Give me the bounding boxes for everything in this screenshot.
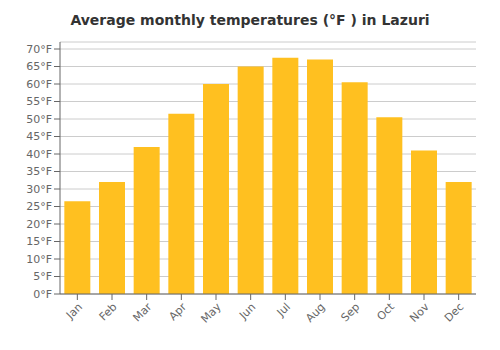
svg-text:25°F: 25°F xyxy=(26,200,52,213)
svg-text:Dec: Dec xyxy=(442,300,466,324)
svg-text:Jul: Jul xyxy=(274,300,293,319)
svg-text:15°F: 15°F xyxy=(26,235,52,248)
svg-text:20°F: 20°F xyxy=(26,218,52,231)
svg-text:Aug: Aug xyxy=(303,300,327,324)
html-text:Average monthly temperatures (: Average monthly temperatures (°F ) in La… xyxy=(70,12,430,28)
svg-text:Apr: Apr xyxy=(166,300,189,323)
svg-text:45°F: 45°F xyxy=(26,130,52,143)
svg-text:Nov: Nov xyxy=(407,300,432,325)
svg-text:30°F: 30°F xyxy=(26,183,52,196)
svg-text:Mar: Mar xyxy=(130,300,154,324)
svg-text:Jan: Jan xyxy=(63,300,85,322)
svg-text:5°F: 5°F xyxy=(33,270,52,283)
svg-text:35°F: 35°F xyxy=(26,165,52,178)
svg-text:Sep: Sep xyxy=(338,300,362,324)
svg-text:40°F: 40°F xyxy=(26,148,52,161)
svg-text:60°F: 60°F xyxy=(26,78,52,91)
svg-text:50°F: 50°F xyxy=(26,113,52,126)
svg-text:Jun: Jun xyxy=(236,300,258,322)
svg-text:55°F: 55°F xyxy=(26,95,52,108)
svg-text:10°F: 10°F xyxy=(26,253,52,266)
svg-text:65°F: 65°F xyxy=(26,60,52,73)
svg-text:Feb: Feb xyxy=(97,300,120,323)
svg-text:0°F: 0°F xyxy=(33,288,52,301)
svg-text:70°F: 70°F xyxy=(26,43,52,56)
svg-text:May: May xyxy=(198,300,224,326)
svg-text:Oct: Oct xyxy=(374,300,397,323)
